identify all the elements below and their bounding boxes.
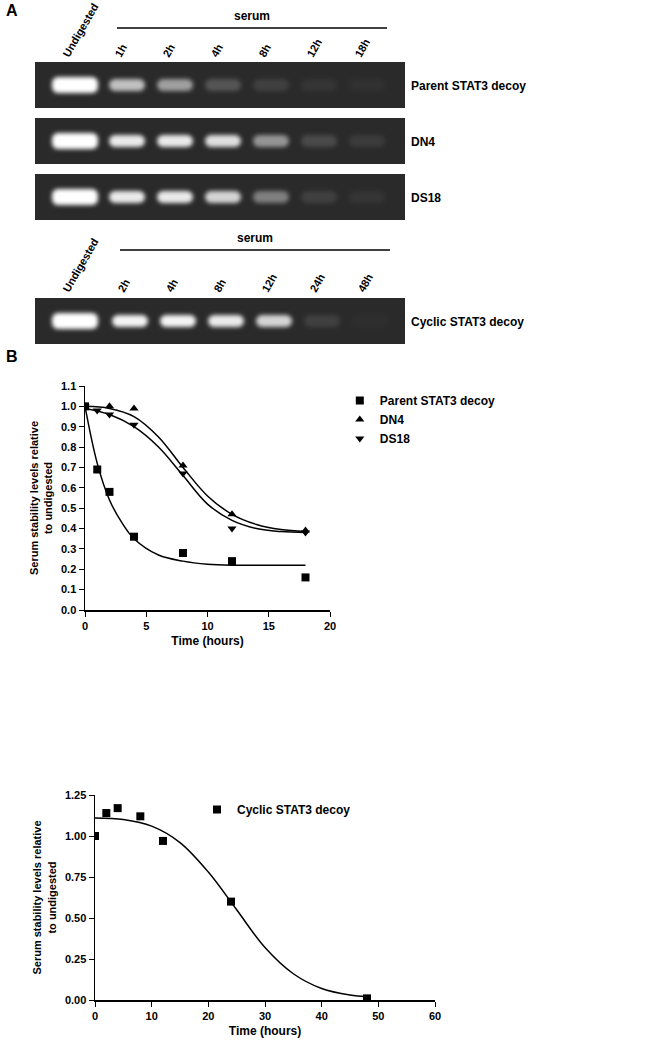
svg-text:4h: 4h bbox=[208, 42, 225, 59]
svg-text:B: B bbox=[6, 348, 18, 365]
svg-text:15: 15 bbox=[263, 620, 275, 632]
svg-text:0.3: 0.3 bbox=[61, 543, 76, 555]
svg-text:Parent STAT3 decoy: Parent STAT3 decoy bbox=[380, 394, 495, 408]
svg-text:0.1: 0.1 bbox=[61, 583, 76, 595]
svg-text:18h: 18h bbox=[352, 36, 372, 59]
svg-text:30: 30 bbox=[259, 1010, 271, 1022]
svg-text:1h: 1h bbox=[112, 42, 129, 59]
svg-text:60: 60 bbox=[429, 1010, 441, 1022]
svg-text:20: 20 bbox=[324, 620, 336, 632]
svg-text:50: 50 bbox=[372, 1010, 384, 1022]
svg-text:0.00: 0.00 bbox=[65, 994, 86, 1006]
svg-text:12h: 12h bbox=[304, 36, 324, 59]
svg-text:2h: 2h bbox=[115, 277, 132, 294]
svg-text:40: 40 bbox=[316, 1010, 328, 1022]
svg-text:12h: 12h bbox=[259, 271, 279, 294]
svg-text:Undigested: Undigested bbox=[60, 1, 100, 59]
svg-text:DS18: DS18 bbox=[411, 191, 441, 205]
svg-text:0.7: 0.7 bbox=[61, 461, 76, 473]
svg-text:10: 10 bbox=[146, 1010, 158, 1022]
svg-text:0.9: 0.9 bbox=[61, 421, 76, 433]
svg-text:1.0: 1.0 bbox=[61, 400, 76, 412]
svg-text:0.4: 0.4 bbox=[61, 522, 77, 534]
svg-text:10: 10 bbox=[201, 620, 213, 632]
svg-text:0.50: 0.50 bbox=[65, 912, 86, 924]
svg-text:0: 0 bbox=[82, 620, 88, 632]
svg-text:0.2: 0.2 bbox=[61, 563, 76, 575]
svg-text:Cyclic STAT3 decoy: Cyclic STAT3 decoy bbox=[237, 803, 350, 817]
svg-text:Serum stability levels relativ: Serum stability levels relativeto undige… bbox=[28, 421, 54, 575]
svg-text:Time (hours): Time (hours) bbox=[171, 634, 243, 648]
svg-text:24h: 24h bbox=[307, 271, 327, 294]
svg-text:0.75: 0.75 bbox=[65, 871, 86, 883]
svg-text:1.25: 1.25 bbox=[65, 789, 86, 801]
svg-text:DS18: DS18 bbox=[380, 432, 410, 446]
svg-text:5: 5 bbox=[143, 620, 149, 632]
svg-text:0.6: 0.6 bbox=[61, 482, 76, 494]
svg-text:0.5: 0.5 bbox=[61, 502, 76, 514]
svg-text:1.1: 1.1 bbox=[61, 380, 76, 392]
svg-text:A: A bbox=[6, 2, 18, 19]
svg-text:8h: 8h bbox=[256, 42, 273, 59]
svg-text:0.25: 0.25 bbox=[65, 953, 86, 965]
svg-text:serum: serum bbox=[234, 9, 270, 23]
svg-text:4h: 4h bbox=[163, 277, 180, 294]
svg-text:Serum stability levels relativ: Serum stability levels relativeto undige… bbox=[31, 820, 57, 974]
svg-text:Parent STAT3 decoy: Parent STAT3 decoy bbox=[411, 79, 526, 93]
svg-text:1.00: 1.00 bbox=[65, 830, 86, 842]
svg-text:0.0: 0.0 bbox=[61, 604, 76, 616]
svg-text:0.8: 0.8 bbox=[61, 441, 76, 453]
svg-text:0: 0 bbox=[92, 1010, 98, 1022]
svg-text:Undigested: Undigested bbox=[60, 236, 100, 294]
svg-text:Cyclic STAT3 decoy: Cyclic STAT3 decoy bbox=[411, 315, 524, 329]
svg-text:8h: 8h bbox=[211, 277, 228, 294]
svg-text:DN4: DN4 bbox=[411, 135, 435, 149]
svg-text:48h: 48h bbox=[355, 271, 375, 294]
svg-text:serum: serum bbox=[237, 231, 273, 245]
svg-text:Time (hours): Time (hours) bbox=[229, 1024, 301, 1038]
svg-text:20: 20 bbox=[202, 1010, 214, 1022]
svg-text:DN4: DN4 bbox=[380, 413, 404, 427]
svg-text:2h: 2h bbox=[160, 42, 177, 59]
